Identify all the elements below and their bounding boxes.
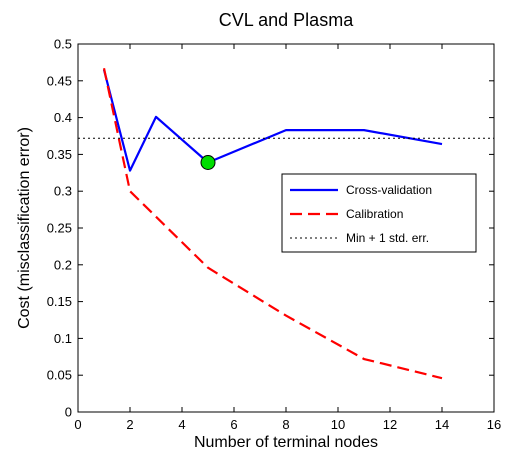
- legend-label: Cross-validation: [346, 183, 432, 197]
- x-tick-label: 16: [487, 417, 501, 432]
- legend-label: Min + 1 std. err.: [346, 231, 429, 245]
- x-tick-label: 0: [74, 417, 81, 432]
- x-tick-label: 2: [126, 417, 133, 432]
- y-tick-label: 0.05: [47, 368, 72, 383]
- x-tick-label: 6: [230, 417, 237, 432]
- y-tick-label: 0.4: [54, 110, 72, 125]
- y-tick-label: 0.25: [47, 221, 72, 236]
- axis-ticks: 0 2 4 6 8 10 12 14 16 0 0.05 0.1 0.15 0.2 0.25 0.3 0.35 0…: [47, 37, 502, 433]
- x-tick-label: 8: [282, 417, 289, 432]
- x-tick-label: 4: [178, 417, 185, 432]
- legend-label: Calibration: [346, 207, 403, 221]
- y-tick-label: 0.2: [54, 257, 72, 272]
- series-line-calibration: [102, 68, 443, 380]
- y-tick-label: 0.5: [54, 37, 72, 52]
- x-tick-label: 14: [435, 417, 449, 432]
- y-tick-label: 0.35: [47, 147, 72, 162]
- legend: Cross-validation Calibration Min + 1 std. …: [281, 173, 477, 253]
- x-tick-label: 12: [383, 417, 397, 432]
- y-tick-label: 0: [65, 405, 72, 420]
- y-tick-label: 0.1: [54, 331, 72, 346]
- chart-title: CVL and Plasma: [219, 10, 354, 30]
- x-tick-label: 10: [331, 417, 345, 432]
- y-tick-label: 0.45: [47, 73, 72, 88]
- marker-layer: [200, 154, 216, 170]
- y-axis-label: Cost (misclassification error): [16, 127, 33, 329]
- y-tick-label: 0.3: [54, 184, 72, 199]
- y-tick-label: 0.15: [47, 294, 72, 309]
- min-marker: [200, 154, 216, 170]
- x-axis-label: Number of terminal nodes: [194, 434, 378, 451]
